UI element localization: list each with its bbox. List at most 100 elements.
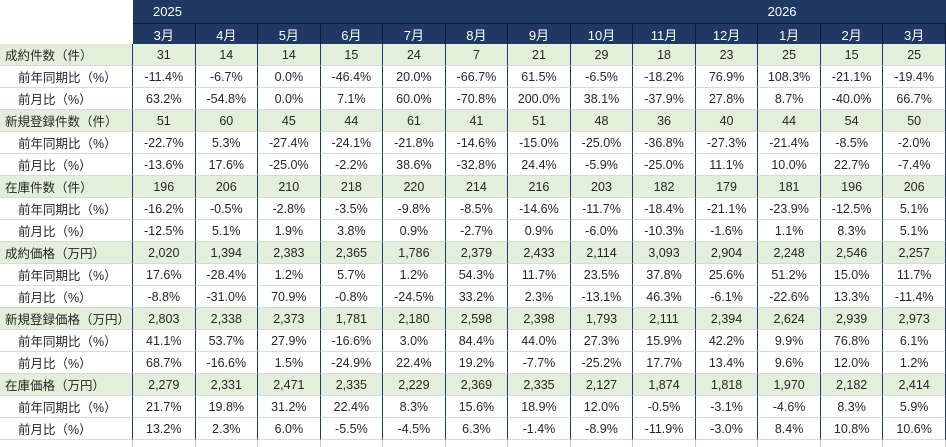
month-header-cell[interactable]: 3月 bbox=[133, 24, 196, 44]
data-cell[interactable]: -8.5% bbox=[445, 198, 509, 220]
data-cell[interactable]: 15 bbox=[820, 44, 884, 66]
data-cell[interactable]: 2,939 bbox=[820, 308, 884, 330]
data-cell[interactable]: 3.0% bbox=[383, 330, 446, 352]
year-header-cell[interactable]: 2025 bbox=[153, 4, 182, 19]
data-cell[interactable]: 15.6% bbox=[445, 396, 509, 418]
data-cell[interactable]: 36 bbox=[633, 110, 696, 132]
data-cell[interactable]: 2.3% bbox=[195, 418, 259, 440]
data-cell[interactable]: 13.2% bbox=[133, 418, 196, 440]
data-cell[interactable]: 2,180 bbox=[383, 308, 446, 330]
data-cell[interactable]: -25.0% bbox=[258, 154, 321, 176]
data-cell[interactable]: -27.4% bbox=[258, 132, 321, 154]
row-label[interactable]: 成約件数（件） bbox=[0, 44, 133, 66]
row-label[interactable]: 新規登録価格（万円） bbox=[0, 308, 133, 330]
data-cell[interactable]: 17.7% bbox=[633, 352, 696, 374]
data-cell[interactable]: 25.6% bbox=[695, 264, 759, 286]
data-cell[interactable]: 45 bbox=[258, 110, 321, 132]
data-cell[interactable]: 220 bbox=[383, 176, 446, 198]
data-cell[interactable]: 200.0% bbox=[508, 88, 571, 110]
data-cell[interactable]: 203 bbox=[570, 176, 634, 198]
data-cell[interactable]: 41 bbox=[445, 110, 509, 132]
data-cell[interactable]: 31.2% bbox=[258, 396, 321, 418]
data-cell[interactable]: -0.5% bbox=[633, 396, 696, 418]
data-cell[interactable]: 2,803 bbox=[133, 308, 196, 330]
data-cell[interactable]: 18 bbox=[633, 44, 696, 66]
data-cell[interactable]: 19.8% bbox=[195, 396, 259, 418]
row-label[interactable]: 前年同期比（%） bbox=[0, 66, 133, 88]
data-cell[interactable]: -14.6% bbox=[508, 198, 571, 220]
data-cell[interactable]: 1.9% bbox=[258, 220, 321, 242]
data-cell[interactable]: 23.5% bbox=[570, 264, 634, 286]
data-cell[interactable]: 8.3% bbox=[383, 396, 446, 418]
data-cell[interactable]: -11.4% bbox=[133, 66, 196, 88]
data-cell[interactable]: 44 bbox=[758, 110, 821, 132]
data-cell[interactable]: 44 bbox=[320, 110, 384, 132]
row-label[interactable]: 前年同期比（%） bbox=[0, 264, 133, 286]
data-cell[interactable]: -14.6% bbox=[445, 132, 509, 154]
row-label[interactable]: 新規登録件数（件） bbox=[0, 110, 133, 132]
month-header-cell[interactable]: 3月 bbox=[883, 24, 946, 44]
data-cell[interactable]: 23 bbox=[695, 44, 759, 66]
row-label[interactable]: 在庫価格（万円） bbox=[0, 374, 133, 396]
data-cell[interactable]: 108.3% bbox=[758, 66, 821, 88]
data-cell[interactable]: 9.9% bbox=[758, 330, 821, 352]
data-cell[interactable]: -25.0% bbox=[633, 154, 696, 176]
data-cell[interactable]: -1.6% bbox=[695, 220, 759, 242]
data-cell[interactable]: 18.9% bbox=[508, 396, 571, 418]
data-cell[interactable]: 2,414 bbox=[883, 374, 946, 396]
row-label[interactable]: 前月比（%） bbox=[0, 418, 133, 440]
data-cell[interactable]: 46.3% bbox=[633, 286, 696, 308]
data-cell[interactable]: -32.8% bbox=[445, 154, 509, 176]
data-cell[interactable]: -27.3% bbox=[695, 132, 759, 154]
data-cell[interactable]: -21.1% bbox=[695, 198, 759, 220]
data-cell[interactable]: -11.7% bbox=[570, 198, 634, 220]
data-cell[interactable]: -12.5% bbox=[820, 198, 884, 220]
data-cell[interactable]: -7.4% bbox=[883, 154, 946, 176]
data-cell[interactable]: 17.6% bbox=[133, 264, 196, 286]
data-cell[interactable]: -12.5% bbox=[133, 220, 196, 242]
data-cell[interactable]: 22.7% bbox=[820, 154, 884, 176]
data-cell[interactable]: -2.7% bbox=[445, 220, 509, 242]
data-cell[interactable]: -6.7% bbox=[195, 66, 259, 88]
data-cell[interactable]: 19.2% bbox=[445, 352, 509, 374]
data-cell[interactable]: -6.1% bbox=[695, 286, 759, 308]
data-cell[interactable]: -18.4% bbox=[633, 198, 696, 220]
data-cell[interactable]: -37.9% bbox=[633, 88, 696, 110]
row-label[interactable]: 前年同期比（%） bbox=[0, 330, 133, 352]
data-cell[interactable]: 0.0% bbox=[258, 66, 321, 88]
row-label[interactable]: 前月比（%） bbox=[0, 154, 133, 176]
data-cell[interactable]: 2,335 bbox=[320, 374, 384, 396]
data-cell[interactable]: 11.7% bbox=[508, 264, 571, 286]
data-cell[interactable]: 84.4% bbox=[445, 330, 509, 352]
data-cell[interactable]: 15.9% bbox=[633, 330, 696, 352]
data-cell[interactable]: 15.0% bbox=[820, 264, 884, 286]
data-cell[interactable]: 40 bbox=[695, 110, 759, 132]
data-cell[interactable]: 22.4% bbox=[383, 352, 446, 374]
data-cell[interactable]: -24.9% bbox=[320, 352, 384, 374]
data-cell[interactable]: 51 bbox=[133, 110, 196, 132]
data-cell[interactable]: 2,383 bbox=[258, 242, 321, 264]
data-cell[interactable]: -19.4% bbox=[883, 66, 946, 88]
data-cell[interactable]: 1,394 bbox=[195, 242, 259, 264]
data-cell[interactable]: 15 bbox=[320, 44, 384, 66]
data-cell[interactable]: -0.5% bbox=[195, 198, 259, 220]
data-cell[interactable]: 0.9% bbox=[383, 220, 446, 242]
data-cell[interactable]: -54.8% bbox=[195, 88, 259, 110]
month-header-cell[interactable]: 4月 bbox=[196, 24, 259, 44]
data-cell[interactable]: 2,229 bbox=[383, 374, 446, 396]
row-label[interactable]: 前月比（%） bbox=[0, 220, 133, 242]
data-cell[interactable]: 8.4% bbox=[758, 418, 821, 440]
data-cell[interactable]: 1,818 bbox=[695, 374, 759, 396]
data-cell[interactable]: 12.0% bbox=[570, 396, 634, 418]
data-cell[interactable]: -3.5% bbox=[320, 198, 384, 220]
data-cell[interactable]: 60 bbox=[195, 110, 259, 132]
month-header-cell[interactable]: 8月 bbox=[446, 24, 509, 44]
data-cell[interactable]: 2,373 bbox=[258, 308, 321, 330]
data-cell[interactable]: 12.0% bbox=[820, 352, 884, 374]
data-cell[interactable]: 76.9% bbox=[695, 66, 759, 88]
data-cell[interactable]: -21.1% bbox=[820, 66, 884, 88]
data-cell[interactable]: 2,257 bbox=[883, 242, 946, 264]
data-cell[interactable]: 54.3% bbox=[445, 264, 509, 286]
data-cell[interactable]: 14 bbox=[195, 44, 259, 66]
data-cell[interactable]: -70.8% bbox=[445, 88, 509, 110]
